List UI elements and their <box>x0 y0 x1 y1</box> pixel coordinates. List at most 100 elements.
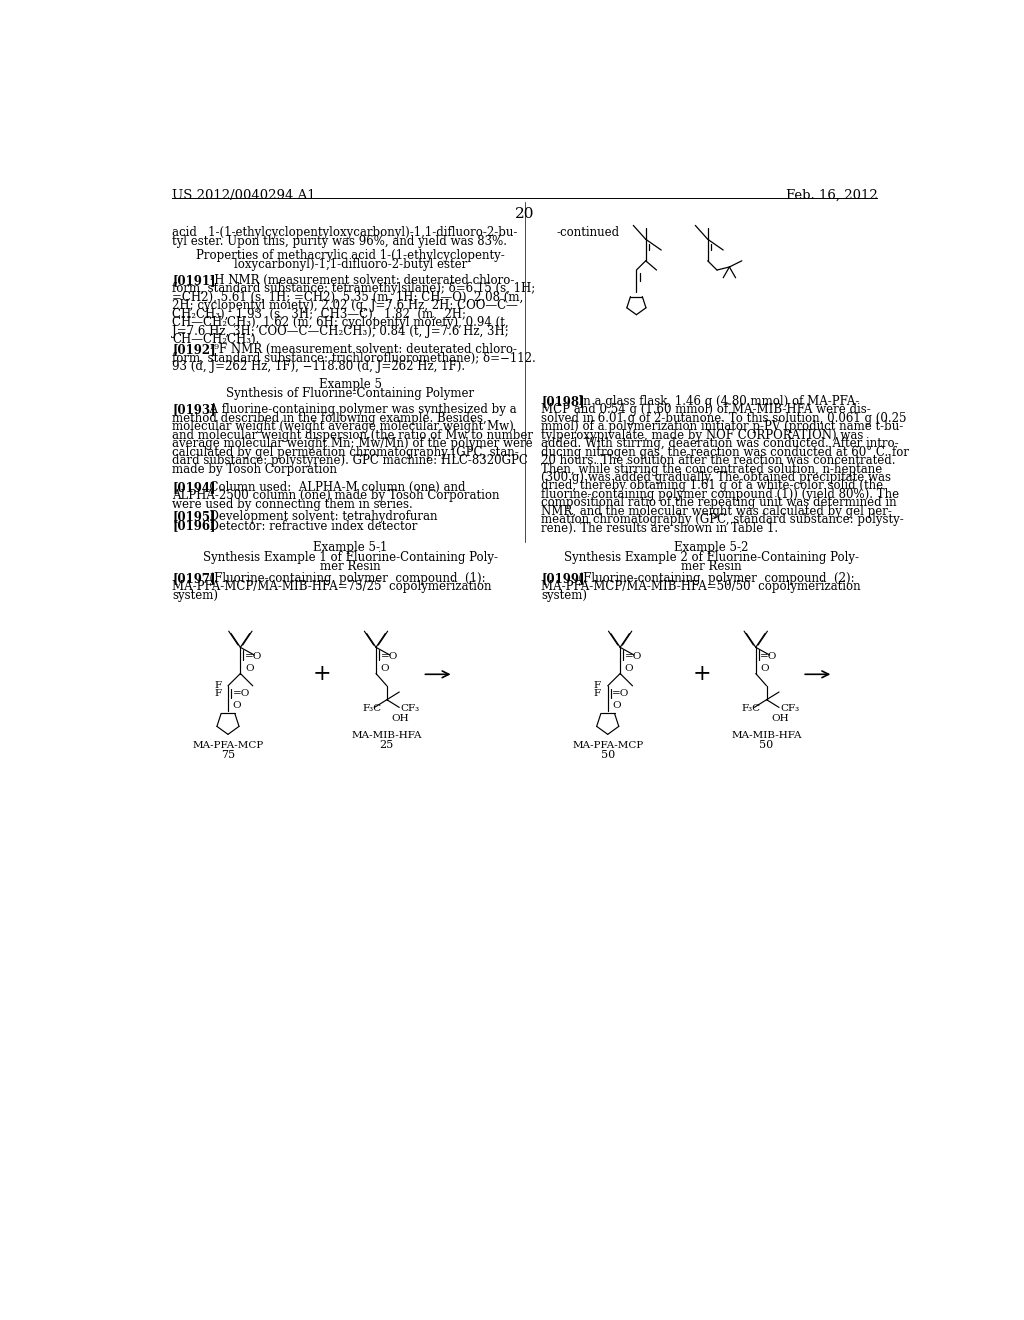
Text: [0193]: [0193] <box>172 404 216 416</box>
Text: Example 5: Example 5 <box>318 378 382 391</box>
Text: (300 g) was added gradually. The obtained precipitate was: (300 g) was added gradually. The obtaine… <box>541 471 891 484</box>
Text: Column used:  ALPHA-M column (one) and: Column used: ALPHA-M column (one) and <box>202 480 465 494</box>
Text: Synthesis of Fluorine-Containing Polymer: Synthesis of Fluorine-Containing Polymer <box>226 387 474 400</box>
Text: =O: =O <box>245 652 262 661</box>
Text: were used by connecting them in series.: were used by connecting them in series. <box>172 498 413 511</box>
Text: NMR, and the molecular weight was calculated by gel per-: NMR, and the molecular weight was calcul… <box>541 506 892 517</box>
Text: Example 5-2: Example 5-2 <box>675 541 749 554</box>
Text: [0195]: [0195] <box>172 511 216 523</box>
Text: Example 5-1: Example 5-1 <box>313 541 388 554</box>
Text: OH: OH <box>771 714 788 722</box>
Text: In a glass flask, 1.46 g (4.80 mmol) of MA-PFA-: In a glass flask, 1.46 g (4.80 mmol) of … <box>570 395 859 408</box>
Text: ¹H NMR (measurement solvent: deuterated chloro-: ¹H NMR (measurement solvent: deuterated … <box>202 275 514 286</box>
Text: and molecular weight dispersion (the ratio of Mw to number: and molecular weight dispersion (the rat… <box>172 429 534 442</box>
Text: ducing nitrogen gas, the reaction was conducted at 60° C. for: ducing nitrogen gas, the reaction was co… <box>541 446 909 458</box>
Text: 2H; cyclopentyl moiety), 2.02 (q, J=7.6 Hz, 2H; COO—C—: 2H; cyclopentyl moiety), 2.02 (q, J=7.6 … <box>172 300 518 313</box>
Text: tylperoxypivalate, made by NOF CORPORATION) was: tylperoxypivalate, made by NOF CORPORATI… <box>541 429 863 442</box>
Text: 93 (d, J=262 Hz, 1F), −118.80 (d, J=262 Hz, 1F).: 93 (d, J=262 Hz, 1F), −118.80 (d, J=262 … <box>172 360 465 374</box>
Text: CH—CH₂CH₃), 1.62 (m, 6H; cyclopentyl moiety), 0.94 (t,: CH—CH₂CH₃), 1.62 (m, 6H; cyclopentyl moi… <box>172 317 509 329</box>
Text: OH: OH <box>391 714 410 722</box>
Text: MA-PFA-MCP: MA-PFA-MCP <box>572 741 643 750</box>
Text: made by Tosoh Corporation: made by Tosoh Corporation <box>172 462 337 475</box>
Text: MA-PFA-MCP/MA-MIB-HFA=75/25  copolymerization: MA-PFA-MCP/MA-MIB-HFA=75/25 copolymeriza… <box>172 581 492 594</box>
Text: (Fluorine-containing  polymer  compound  (2):: (Fluorine-containing polymer compound (2… <box>570 572 854 585</box>
Text: 75: 75 <box>221 750 236 760</box>
Text: CF₃: CF₃ <box>400 705 420 713</box>
Text: F: F <box>214 689 221 698</box>
Text: MA-MIB-HFA: MA-MIB-HFA <box>351 730 422 739</box>
Text: system): system) <box>172 589 218 602</box>
Text: F₃C: F₃C <box>741 705 761 713</box>
Text: CH—CH₂CH₃).: CH—CH₂CH₃). <box>172 333 259 346</box>
Text: F: F <box>594 681 601 690</box>
Text: F: F <box>594 689 601 698</box>
Text: dard substance: polystyrene). GPC machine: HLC-8320GPC: dard substance: polystyrene). GPC machin… <box>172 454 528 467</box>
Text: fluorine-containing polymer compound (1)) (yield 80%). The: fluorine-containing polymer compound (1)… <box>541 488 899 502</box>
Text: F₃C: F₃C <box>362 705 381 713</box>
Text: rene). The results are shown in Table 1.: rene). The results are shown in Table 1. <box>541 521 778 535</box>
Text: J=7.6 Hz, 3H; COO—C—CH₂CH₃), 0.84 (t, J=7.6 Hz, 3H;: J=7.6 Hz, 3H; COO—C—CH₂CH₃), 0.84 (t, J=… <box>172 325 509 338</box>
Text: O: O <box>612 701 621 710</box>
Text: (Fluorine-containing  polymer  compound  (1):: (Fluorine-containing polymer compound (1… <box>202 572 485 585</box>
Text: system): system) <box>541 589 587 602</box>
Text: +: + <box>312 664 331 685</box>
Text: form, standard substance: trichlorofluoromethane); δ=−112.: form, standard substance: trichlorofluor… <box>172 351 536 364</box>
Text: O: O <box>761 664 769 673</box>
Text: =O: =O <box>232 689 250 698</box>
Text: added. With stirring, deaeration was conducted. After intro-: added. With stirring, deaeration was con… <box>541 437 899 450</box>
Text: Detector: refractive index detector: Detector: refractive index detector <box>202 520 417 532</box>
Text: mer Resin: mer Resin <box>681 560 741 573</box>
Text: O: O <box>245 664 254 673</box>
Text: F: F <box>214 681 221 690</box>
Text: US 2012/0040294 A1: US 2012/0040294 A1 <box>172 189 315 202</box>
Text: Then, while stirring the concentrated solution, n-heptane: Then, while stirring the concentrated so… <box>541 462 883 475</box>
Text: mmol) of a polymerization initiator p-PV (product name t-bu-: mmol) of a polymerization initiator p-PV… <box>541 420 903 433</box>
Text: O: O <box>625 664 634 673</box>
Text: method described in the following example. Besides,: method described in the following exampl… <box>172 412 487 425</box>
Text: tyl ester. Upon this, purity was 96%, and yield was 83%.: tyl ester. Upon this, purity was 96%, an… <box>172 235 507 248</box>
Text: [0199]: [0199] <box>541 572 585 585</box>
Text: molecular weight (weight average molecular weight Mw): molecular weight (weight average molecul… <box>172 420 514 433</box>
Text: average molecular weight Mn; Mw/Mn) of the polymer were: average molecular weight Mn; Mw/Mn) of t… <box>172 437 532 450</box>
Text: [0191]: [0191] <box>172 275 216 286</box>
Text: solved in 6.01 g of 2-butanone. To this solution, 0.061 g (0.25: solved in 6.01 g of 2-butanone. To this … <box>541 412 906 425</box>
Text: =O: =O <box>612 689 630 698</box>
Text: =O: =O <box>625 652 642 661</box>
Text: Development solvent: tetrahydrofuran: Development solvent: tetrahydrofuran <box>202 511 437 523</box>
Text: [0194]: [0194] <box>172 480 216 494</box>
Text: =O: =O <box>381 652 398 661</box>
Text: Synthesis Example 2 of Fluorine-Containing Poly-: Synthesis Example 2 of Fluorine-Containi… <box>564 552 859 564</box>
Text: 50: 50 <box>601 750 614 760</box>
Text: MCP and 0.54 g (1.60 mmol) of MA-MIB-HFA were dis-: MCP and 0.54 g (1.60 mmol) of MA-MIB-HFA… <box>541 404 870 416</box>
Text: 25: 25 <box>380 739 394 750</box>
Text: =O: =O <box>761 652 778 661</box>
Text: CH₂CH₃),  1.93  (s,  3H;  CH3—C),  1.82  (m,  2H;: CH₂CH₃), 1.93 (s, 3H; CH3—C), 1.82 (m, 2… <box>172 308 466 321</box>
Text: dried, thereby obtaining 1.61 g of a white-color solid (the: dried, thereby obtaining 1.61 g of a whi… <box>541 479 883 492</box>
Text: O: O <box>232 701 242 710</box>
Text: Synthesis Example 1 of Fluorine-Containing Poly-: Synthesis Example 1 of Fluorine-Containi… <box>203 552 498 564</box>
Text: [0198]: [0198] <box>541 395 585 408</box>
Text: =CH2), 5.61 (s, 1H; =CH2), 5.35 (m, 1H; CH—O), 2.08 (m,: =CH2), 5.61 (s, 1H; =CH2), 5.35 (m, 1H; … <box>172 290 523 304</box>
Text: acid   1-(1-ethylcyclopentyloxycarbonyl)-1,1-difluoro-2-bu-: acid 1-(1-ethylcyclopentyloxycarbonyl)-1… <box>172 226 517 239</box>
Text: MA-PFA-MCP: MA-PFA-MCP <box>193 741 263 750</box>
Text: 20: 20 <box>515 207 535 220</box>
Text: MA-PFA-MCP/MA-MIB-HFA=50/50  copolymerization: MA-PFA-MCP/MA-MIB-HFA=50/50 copolymeriza… <box>541 581 861 594</box>
Text: compositional ratio of the repeating unit was determined in: compositional ratio of the repeating uni… <box>541 496 897 510</box>
Text: +: + <box>692 664 711 685</box>
Text: [0196]: [0196] <box>172 520 216 532</box>
Text: meation chromatography (GPC, standard substance: polysty-: meation chromatography (GPC, standard su… <box>541 513 904 527</box>
Text: calculated by gel permeation chromatography (GPC, stan-: calculated by gel permeation chromatogra… <box>172 446 519 458</box>
Text: loxycarbonyl)-1,1-difluoro-2-butyl ester: loxycarbonyl)-1,1-difluoro-2-butyl ester <box>233 257 467 271</box>
Text: -continued: -continued <box>557 226 620 239</box>
Text: A fluorine-containing polymer was synthesized by a: A fluorine-containing polymer was synthe… <box>202 404 516 416</box>
Text: Feb. 16, 2012: Feb. 16, 2012 <box>785 189 878 202</box>
Text: [0192]: [0192] <box>172 343 216 356</box>
Text: 20 hours. The solution after the reaction was concentrated.: 20 hours. The solution after the reactio… <box>541 454 896 467</box>
Text: 50: 50 <box>760 739 774 750</box>
Text: CF₃: CF₃ <box>780 705 800 713</box>
Text: [0197]: [0197] <box>172 572 216 585</box>
Text: Properties of methacrylic acid 1-(1-ethylcyclopenty-: Properties of methacrylic acid 1-(1-ethy… <box>196 249 505 263</box>
Text: ¹⁹F NMR (measurement solvent: deuterated chloro-: ¹⁹F NMR (measurement solvent: deuterated… <box>202 343 517 356</box>
Text: form, standard substance: tetramethylsilane); δ=6.15 (s, 1H;: form, standard substance: tetramethylsil… <box>172 282 536 296</box>
Text: O: O <box>381 664 389 673</box>
